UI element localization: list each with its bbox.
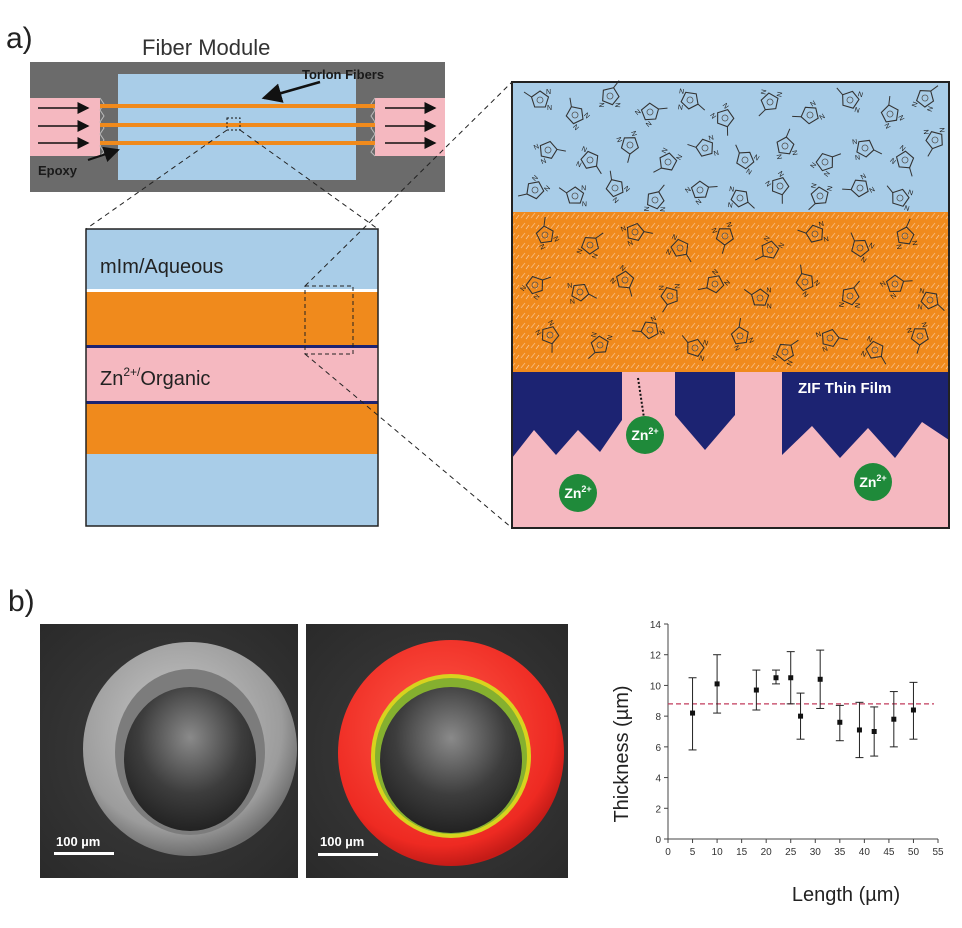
cs-fiber-bottom	[86, 404, 378, 454]
data-point	[788, 675, 794, 681]
cs-zif-bottom	[86, 401, 378, 404]
zoom-box-large	[304, 285, 354, 355]
x-tick-label: 20	[761, 847, 773, 858]
zn-ion	[559, 474, 597, 512]
zoom-fiber-layer	[512, 212, 949, 372]
y-tick-label: 6	[655, 743, 661, 754]
x-tick-label: 10	[712, 847, 724, 858]
x-tick-label: 5	[690, 847, 696, 858]
data-point	[837, 719, 843, 725]
y-tick-label: 2	[655, 804, 661, 815]
y-tick-label: 14	[650, 620, 662, 631]
x-tick-label: 0	[665, 847, 671, 858]
module-inlet-left	[30, 98, 100, 156]
torlon-pointer	[261, 80, 321, 103]
data-point	[773, 675, 779, 681]
x-tick-label: 40	[859, 847, 871, 858]
scale-label-left: 100 µm	[56, 834, 100, 849]
cs-top-label: mIm/Aqueous	[100, 256, 223, 278]
x-tick-label: 50	[908, 847, 920, 858]
panel-a-label: a)	[6, 22, 33, 55]
zn-ion	[626, 416, 664, 454]
y-tick-label: 12	[650, 651, 662, 662]
data-point	[817, 676, 823, 682]
fiber-bore	[124, 687, 256, 831]
thickness-chart: 0 2 4 6 8 10 12 14 0 5 10 15 20 25 30 35 40 45 50 55 Length…	[596, 606, 952, 918]
x-tick-label: 45	[883, 847, 895, 858]
svg-text:Zn2+: Zn2+	[631, 426, 658, 443]
sem-image-left: 100 µm	[40, 624, 298, 878]
zif-crystal	[782, 372, 949, 458]
x-tick-label: 30	[810, 847, 822, 858]
x-tick-label: 25	[785, 847, 797, 858]
fiber-bore	[380, 687, 522, 833]
cs-aqueous-top	[86, 229, 378, 289]
y-axis-label: Thickness (µm)	[611, 685, 633, 822]
cs-zn-label: Zn2+/Organic	[100, 365, 210, 390]
data-point	[798, 713, 804, 719]
scale-bar	[54, 852, 114, 855]
zif-film-label: ZIF Thin Film	[798, 380, 891, 397]
x-tick-label: 15	[736, 847, 748, 858]
svg-text:Zn2+: Zn2+	[859, 473, 886, 490]
cs-aqueous-bottom	[86, 454, 378, 526]
data-point	[753, 687, 759, 693]
module-inlet-right	[375, 98, 445, 156]
y-tick-label: 10	[650, 681, 662, 692]
zn-ion	[854, 463, 892, 501]
panel-b-label: b)	[8, 585, 35, 618]
x-tick-label: 55	[932, 847, 944, 858]
scale-label-right: 100 µm	[320, 834, 364, 849]
zif-crystal	[675, 372, 735, 450]
fiber-line	[100, 123, 375, 127]
data-point	[891, 716, 897, 722]
y-tick-label: 8	[655, 712, 661, 723]
data-point	[690, 710, 696, 716]
y-tick-label: 4	[655, 774, 661, 785]
data-point	[856, 727, 862, 733]
cs-fiber-top	[86, 292, 378, 345]
scale-bar	[318, 853, 378, 856]
data-point	[910, 707, 916, 713]
zoom-aqueous	[512, 82, 949, 212]
epoxy-label: Epoxy	[38, 163, 78, 178]
module-title: Fiber Module	[142, 35, 270, 60]
y-tick-label: 0	[655, 835, 661, 846]
svg-text:Zn2+: Zn2+	[564, 484, 591, 501]
x-tick-label: 35	[834, 847, 846, 858]
zoom-box-small	[226, 117, 241, 131]
epoxy-pointer	[87, 146, 120, 163]
sem-image-right: 100 µm	[306, 624, 568, 878]
fiber-line	[100, 104, 375, 108]
torlon-label: Torlon Fibers	[302, 67, 384, 82]
data-point	[871, 729, 877, 734]
x-axis-label: Length (µm)	[792, 884, 900, 906]
zif-crystal	[512, 372, 622, 458]
cs-zif-top	[86, 345, 378, 348]
panel-a-figure: N N Fiber Module Torlon Fibers Epoxy mIm…	[30, 35, 950, 529]
fiber-line	[100, 141, 375, 145]
data-point	[714, 681, 720, 687]
